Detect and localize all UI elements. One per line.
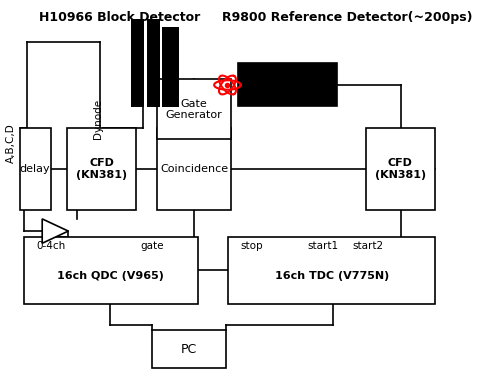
Text: delay: delay (20, 164, 50, 174)
Bar (229, 237, 435, 304)
Bar (67, 128, 136, 211)
Text: start1: start1 (308, 241, 339, 251)
Text: 16ch QDC (V965): 16ch QDC (V965) (57, 271, 164, 281)
Text: 16ch TDC (V775N): 16ch TDC (V775N) (275, 271, 389, 281)
Bar (24, 237, 197, 304)
Text: R9800 Reference Detector(~200ps): R9800 Reference Detector(~200ps) (222, 11, 472, 24)
Text: start2: start2 (353, 241, 384, 251)
Text: PC: PC (181, 343, 197, 356)
Text: H10966 Block Detector: H10966 Block Detector (39, 11, 200, 24)
Text: Gate
Generator: Gate Generator (166, 99, 222, 120)
Bar (153, 331, 226, 368)
Bar (147, 20, 160, 108)
Text: Dynode: Dynode (93, 99, 103, 139)
Polygon shape (42, 219, 68, 243)
Text: CFD
(KN381): CFD (KN381) (76, 158, 127, 180)
Bar (162, 27, 178, 108)
Bar (131, 20, 145, 108)
Text: Coincidence: Coincidence (160, 164, 228, 174)
Bar (157, 128, 231, 211)
Bar (20, 128, 51, 211)
Bar (366, 128, 435, 211)
Text: CFD
(KN381): CFD (KN381) (375, 158, 426, 180)
Bar (157, 79, 231, 139)
Text: gate: gate (141, 241, 165, 251)
Text: A,B,C,D: A,B,C,D (6, 123, 16, 163)
Text: 0-4ch: 0-4ch (36, 241, 66, 251)
Bar (238, 62, 337, 106)
Text: stop: stop (240, 241, 263, 251)
